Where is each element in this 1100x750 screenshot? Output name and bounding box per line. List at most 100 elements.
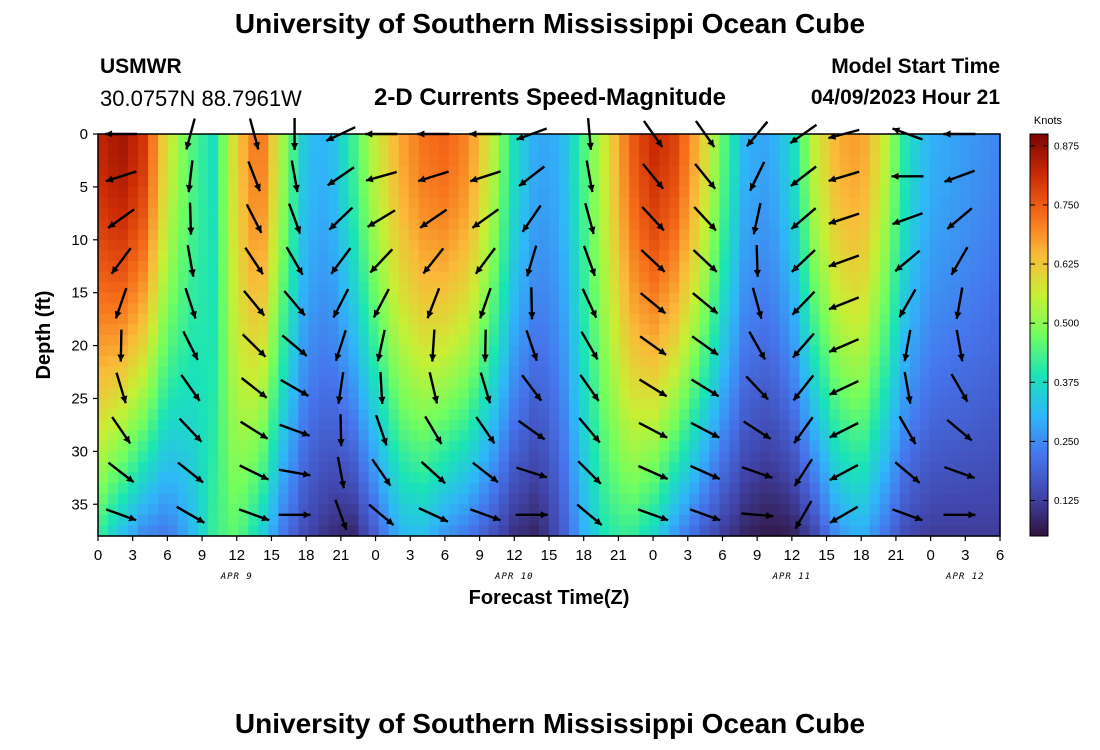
- heatmap-cell: [508, 377, 520, 389]
- heatmap-cell: [408, 440, 420, 452]
- heatmap-cell: [508, 186, 520, 199]
- heatmap-cell: [358, 398, 370, 410]
- heatmap-cell: [689, 430, 700, 442]
- heatmap-cell: [528, 387, 540, 400]
- heatmap-cell: [729, 176, 741, 188]
- heatmap-cell: [549, 303, 560, 315]
- heatmap-cell: [488, 440, 500, 452]
- heatmap-cell: [599, 483, 610, 495]
- heatmap-cell: [889, 313, 901, 326]
- heatmap-cell: [899, 176, 911, 188]
- heatmap-cell: [609, 260, 620, 273]
- heatmap-cell: [889, 197, 901, 209]
- heatmap-cell: [128, 186, 139, 199]
- heatmap-cell: [488, 461, 500, 474]
- heatmap-cell: [228, 313, 239, 326]
- heatmap-cell: [418, 165, 430, 177]
- heatmap-cell: [118, 335, 129, 347]
- heatmap-cell: [158, 313, 169, 326]
- heatmap-cell: [919, 134, 931, 146]
- heatmap-cell: [228, 493, 239, 505]
- heatmap-cell: [128, 324, 139, 336]
- heatmap-cell: [308, 186, 320, 199]
- heatmap-cell: [719, 525, 730, 537]
- heatmap-cell: [278, 440, 290, 452]
- heatmap-cell: [779, 366, 791, 378]
- heatmap-cell: [779, 356, 791, 368]
- heatmap-cell: [128, 356, 139, 368]
- heatmap-cell: [168, 186, 179, 199]
- heatmap-cell: [158, 398, 169, 410]
- heatmap-cell: [969, 313, 981, 326]
- heatmap-cell: [919, 335, 931, 347]
- heatmap-cell: [148, 313, 159, 326]
- heatmap-cell: [899, 493, 911, 505]
- heatmap-cell: [518, 356, 530, 368]
- heatmap-cell: [208, 440, 219, 452]
- heatmap-cell: [709, 271, 720, 283]
- heatmap-cell: [458, 440, 470, 452]
- current-arrow: [580, 331, 599, 361]
- heatmap-cell: [909, 271, 921, 283]
- heatmap-cell: [108, 197, 119, 209]
- heatmap-cell: [989, 271, 1001, 283]
- heatmap-cell: [118, 303, 129, 315]
- heatmap-cell: [869, 229, 881, 241]
- heatmap-cell: [428, 472, 440, 484]
- heatmap-cell: [328, 335, 340, 347]
- heatmap-cell: [458, 239, 470, 251]
- heatmap-cell: [939, 356, 951, 368]
- heatmap-cell: [669, 440, 680, 452]
- heatmap-cell: [649, 155, 660, 167]
- heatmap-cell: [288, 504, 300, 516]
- heatmap-cell: [559, 260, 570, 273]
- heatmap-cell: [549, 430, 560, 442]
- heatmap-cell: [108, 324, 119, 336]
- heatmap-cell: [448, 208, 460, 220]
- heatmap-cell: [198, 430, 209, 442]
- heatmap-cell: [909, 525, 921, 537]
- heatmap-cell: [849, 409, 861, 421]
- heatmap-cell: [739, 324, 751, 336]
- heatmap-cell: [228, 250, 239, 262]
- heatmap-cell: [428, 483, 440, 495]
- heatmap-cell: [829, 292, 841, 304]
- heatmap-cell: [478, 165, 490, 177]
- heatmap-cell: [178, 398, 189, 410]
- heatmap-cell: [849, 197, 861, 209]
- heatmap-cell: [238, 186, 249, 199]
- heatmap-cell: [799, 165, 811, 177]
- heatmap-cell: [388, 398, 400, 410]
- heatmap-cell: [158, 260, 169, 273]
- heatmap-cell: [368, 366, 380, 378]
- heatmap-cell: [589, 366, 600, 378]
- heatmap-cell: [579, 271, 590, 283]
- heatmap-cell: [458, 525, 470, 537]
- heatmap-cell: [108, 483, 119, 495]
- heatmap-cell: [769, 155, 781, 167]
- heatmap-cell: [849, 144, 861, 156]
- heatmap-cell: [839, 377, 851, 389]
- heatmap-cell: [278, 356, 290, 368]
- heatmap-cell: [899, 514, 911, 527]
- heatmap-cell: [639, 356, 650, 368]
- date-label: APR 9: [220, 572, 253, 582]
- heatmap-cell: [238, 134, 249, 146]
- heatmap-cell: [388, 409, 400, 421]
- heatmap-cell: [408, 335, 420, 347]
- heatmap-cell: [278, 324, 290, 336]
- heatmap-cell: [889, 483, 901, 495]
- heatmap-cell: [789, 377, 801, 389]
- heatmap-cell: [699, 335, 710, 347]
- heatmap-cell: [98, 186, 109, 199]
- heatmap-cell: [168, 525, 179, 537]
- heatmap-cell: [869, 440, 881, 452]
- heatmap-cell: [929, 461, 941, 474]
- heatmap-cell: [458, 366, 470, 378]
- current-arrow: [244, 246, 264, 275]
- heatmap-cell: [929, 218, 941, 230]
- heatmap-cell: [118, 472, 129, 484]
- heatmap-cell: [979, 356, 991, 368]
- heatmap-cell: [659, 260, 670, 273]
- heatmap-cell: [408, 260, 420, 273]
